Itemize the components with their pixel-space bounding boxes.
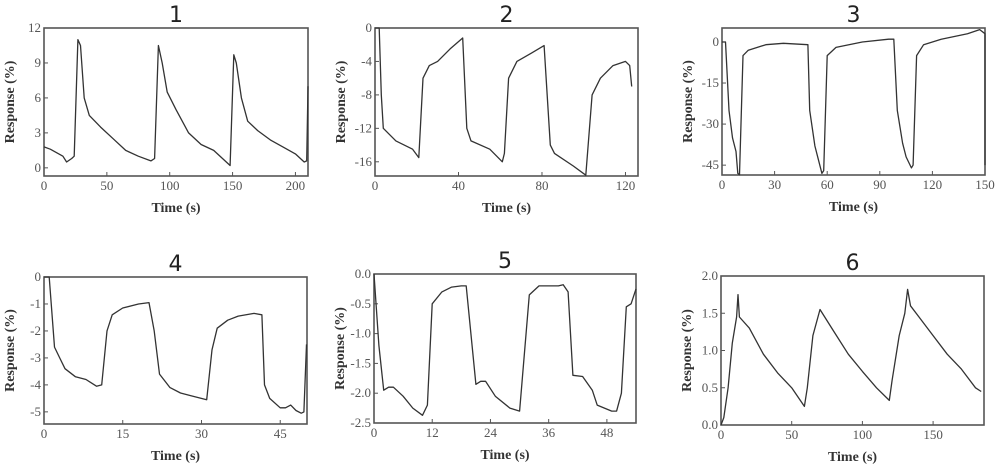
y-tick-label: -2.0: [350, 385, 371, 400]
y-tick-label: -1.0: [350, 326, 371, 341]
y-tick-label: -12: [355, 120, 372, 135]
subplot-5: 5 0 12 24 36 48 0.0 -0.5 -1.0 -1.5 -2.0 -2.5 Time (s…: [333, 249, 637, 463]
y-tick-label: 6: [35, 90, 42, 105]
x-axis-label: Time (s): [828, 450, 877, 465]
subplot-title: 4: [169, 252, 183, 277]
x-tick-label: 100: [853, 427, 873, 442]
y-axis-label: Response (%): [3, 309, 18, 392]
x-axis-label: Time (s): [829, 200, 878, 215]
y-tick-label: -1: [30, 296, 41, 311]
y-tick-label: -4: [30, 377, 41, 392]
plot-frame: [721, 27, 986, 176]
y-tick-label: 0: [713, 34, 720, 49]
y-tick-label: 0.5: [702, 380, 718, 395]
response-curve: [720, 288, 982, 426]
x-axis-label: Time (s): [480, 448, 529, 463]
y-tick-label: -15: [702, 75, 719, 90]
x-tick-label: 0: [718, 427, 725, 442]
y-axis-label: Response (%): [334, 60, 349, 143]
y-tick-label: -1.5: [350, 355, 371, 370]
x-axis-label: Time (s): [151, 449, 200, 464]
x-tick-label: 24: [484, 425, 498, 440]
plot-frame: [373, 273, 637, 424]
subplot-title: 3: [847, 3, 861, 28]
x-tick-label: 0: [41, 426, 48, 441]
x-tick-label: 120: [923, 177, 943, 192]
x-tick-label: 45: [274, 426, 287, 441]
y-tick-label: -8: [361, 87, 372, 102]
x-tick-label: 90: [873, 177, 886, 192]
subplot-title: 6: [846, 251, 860, 276]
plot-frame: [43, 27, 309, 177]
x-tick-label: 120: [616, 178, 636, 193]
x-tick-label: 48: [600, 425, 613, 440]
x-tick-label: 0: [719, 177, 726, 192]
x-axis-label: Time (s): [482, 201, 531, 216]
x-tick-label: 100: [160, 178, 180, 193]
y-tick-label: 1.0: [702, 343, 718, 358]
x-tick-label: 150: [975, 177, 995, 192]
subplot-title: 5: [498, 249, 512, 274]
x-tick-label: 150: [223, 178, 243, 193]
y-axis-label: Response (%): [680, 309, 695, 392]
x-tick-label: 0: [372, 178, 379, 193]
response-curve: [43, 39, 309, 167]
plot-frame: [374, 27, 639, 177]
response-curve: [44, 276, 308, 414]
response-curve: [373, 273, 637, 416]
x-tick-label: 50: [785, 427, 798, 442]
y-tick-label: -5: [30, 404, 41, 419]
x-tick-label: 0: [371, 425, 378, 440]
y-tick-label: 0: [35, 160, 42, 175]
y-tick-label: 2.0: [702, 268, 718, 283]
y-tick-label: 0: [35, 269, 42, 284]
response-curve: [375, 27, 633, 176]
y-axis-label: Response (%): [333, 307, 348, 390]
y-tick-label: -45: [702, 157, 719, 172]
subplot-4: 4 0 15 30 45 0 -1 -2 -3 -4 -5 Time (s) Response (%): [3, 252, 308, 464]
subplot-title: 2: [500, 3, 514, 28]
x-axis-label: Time (s): [151, 201, 200, 216]
x-tick-label: 80: [535, 178, 548, 193]
x-tick-label: 36: [542, 425, 556, 440]
subplot-2: 2 0 40 80 120 0 -4 -8 -12 -16 Time (s) Response (%): [334, 3, 639, 216]
x-tick-label: 60: [821, 177, 834, 192]
x-tick-label: 30: [195, 426, 208, 441]
x-tick-label: 0: [41, 178, 48, 193]
y-axis-label: Response (%): [681, 60, 696, 143]
y-tick-label: 3: [35, 125, 42, 140]
y-tick-label: 0.0: [702, 417, 718, 432]
y-tick-label: 1.5: [702, 305, 718, 320]
y-tick-label: -3: [30, 350, 41, 365]
y-tick-label: 12: [28, 20, 41, 35]
y-tick-label: -2.5: [350, 415, 371, 430]
x-tick-label: 30: [768, 177, 781, 192]
subplot-1: 1 0 50 100 150 200 0 3 6 9 12 Time (s) Response (%): [3, 3, 309, 216]
y-tick-label: -2: [30, 323, 41, 338]
y-tick-label: 9: [35, 55, 42, 70]
y-tick-label: -30: [702, 116, 719, 131]
subplot-6: 6 0 50 100 150 0.0 0.5 1.0 1.5 2.0 Time (s) Respons…: [680, 251, 985, 465]
y-axis-label: Response (%): [3, 60, 18, 143]
y-tick-label: 0.0: [355, 266, 371, 281]
x-tick-label: 15: [116, 426, 129, 441]
x-tick-label: 50: [100, 178, 113, 193]
x-tick-label: 150: [923, 427, 943, 442]
plot-frame: [43, 276, 308, 425]
y-tick-label: 0: [366, 20, 373, 35]
y-tick-label: -16: [355, 154, 373, 169]
x-tick-label: 40: [452, 178, 465, 193]
y-tick-label: -0.5: [350, 296, 371, 311]
y-tick-label: -4: [361, 53, 372, 68]
x-tick-label: 12: [426, 425, 439, 440]
x-tick-label: 200: [286, 178, 306, 193]
response-curve: [722, 28, 986, 176]
subplot-title: 1: [169, 3, 183, 28]
